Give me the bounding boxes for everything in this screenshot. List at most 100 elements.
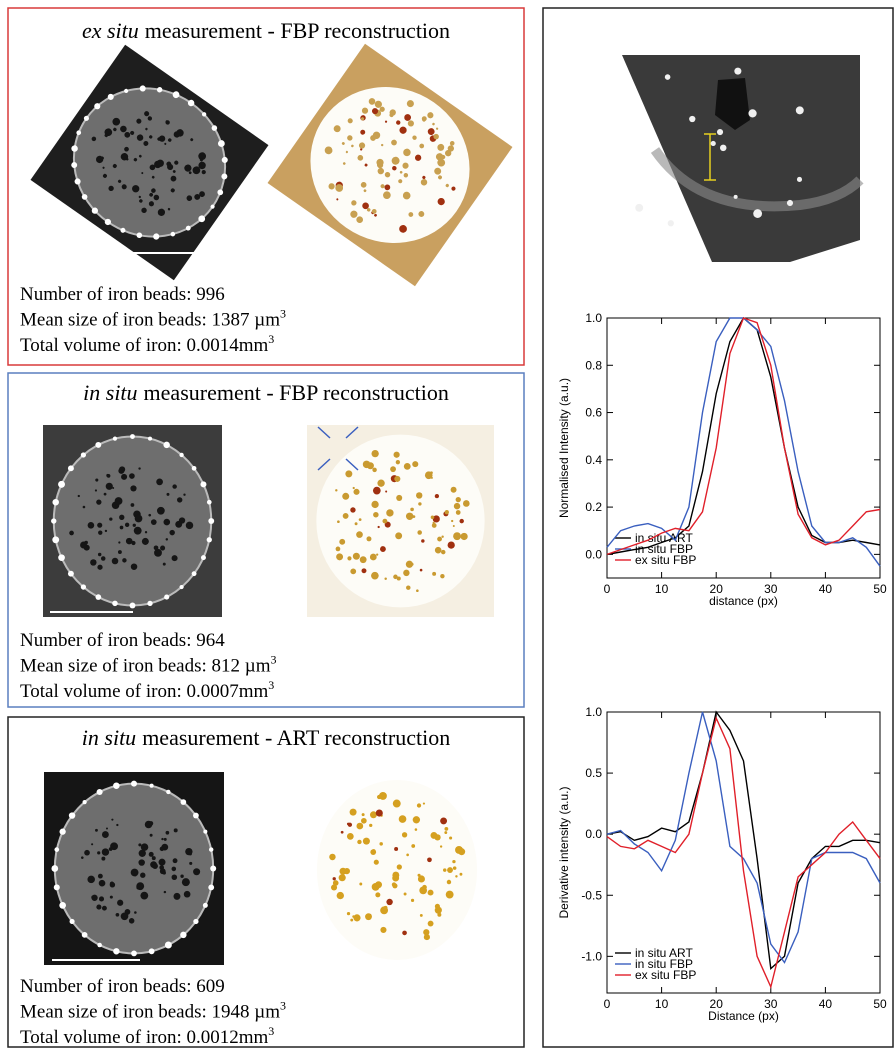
pore [99, 896, 104, 901]
bead [711, 141, 716, 146]
stat-text: Number of iron beads: 609 [20, 976, 225, 997]
pore [122, 558, 126, 562]
pore [193, 868, 200, 875]
pore [363, 461, 370, 468]
data-line [607, 318, 880, 566]
pore [118, 550, 122, 554]
x-tick-label: 40 [819, 997, 833, 1011]
stat-text: Total volume of iron: 0.0007mm [20, 681, 269, 702]
pore [343, 513, 349, 519]
pore [353, 487, 355, 489]
pore [163, 563, 166, 566]
bead [787, 200, 793, 206]
pore [112, 558, 119, 565]
bead [797, 177, 802, 182]
pore [441, 536, 443, 538]
bead [82, 932, 88, 938]
pore [396, 460, 400, 464]
pore [392, 882, 396, 886]
pore [164, 891, 166, 893]
y-tick-label: 0.0 [585, 547, 602, 561]
pore [164, 838, 167, 841]
pore [139, 850, 146, 857]
pore [362, 813, 365, 816]
title-italic: in situ [83, 380, 137, 405]
stat-line: Number of iron beads: 609 [20, 976, 225, 997]
pore [359, 518, 362, 521]
pore [373, 512, 378, 517]
stat-text: Mean size of iron beads: 812 µm [20, 656, 271, 677]
bead [179, 453, 183, 457]
pore [342, 493, 349, 500]
pore [109, 847, 113, 851]
pore [357, 840, 361, 844]
pore [460, 873, 463, 876]
bead [96, 594, 102, 600]
pore [119, 466, 125, 472]
bead [54, 847, 59, 852]
pore [444, 827, 448, 831]
pore [406, 585, 410, 589]
x-tick-label: 40 [819, 582, 833, 596]
pore [370, 554, 377, 561]
pore [451, 487, 457, 493]
pore [88, 522, 95, 529]
bead [208, 518, 214, 524]
pore [157, 507, 165, 515]
bead [113, 782, 120, 789]
pore [376, 554, 378, 556]
pore [84, 541, 88, 545]
pore [421, 539, 424, 542]
pore [126, 539, 130, 543]
stat-text: Mean size of iron beads: 1948 µm [20, 1002, 280, 1023]
pore [160, 546, 165, 551]
pore [347, 556, 351, 560]
pore [91, 843, 93, 845]
bead [130, 434, 135, 439]
pore [336, 547, 341, 552]
pore [102, 831, 109, 838]
pore [138, 843, 141, 846]
figure: ex situmeasurement - FBP reconstruction N… [0, 0, 896, 1050]
pore [95, 829, 98, 832]
pore [95, 489, 97, 491]
pore [185, 848, 192, 855]
pore [444, 831, 447, 834]
data-line [607, 318, 880, 554]
pore [361, 818, 367, 824]
pore [331, 884, 337, 890]
pore [437, 537, 442, 542]
pore [106, 827, 108, 829]
bead [180, 932, 186, 938]
pore [399, 815, 407, 823]
stat-sup: 3 [280, 307, 286, 321]
pore [394, 847, 398, 851]
stat-line: Mean size of iron beads: 1948 µm3 [20, 999, 286, 1023]
render-image [308, 770, 486, 970]
legend-label: ex situ FBP [635, 968, 696, 982]
pore [341, 831, 344, 834]
bead [95, 442, 101, 448]
stat-line: Number of iron beads: 964 [20, 630, 225, 651]
pore [97, 851, 100, 854]
pore [372, 468, 376, 472]
pore [102, 906, 107, 911]
pore [380, 927, 386, 933]
x-tick-label: 10 [655, 582, 669, 596]
pore [87, 876, 95, 884]
pore [456, 510, 461, 515]
sample [280, 56, 500, 274]
y-tick-label: 0.0 [585, 827, 602, 841]
bead [203, 830, 207, 834]
pore [371, 450, 378, 457]
stat-line: Total volume of iron: 0.0014mm3 [20, 332, 274, 356]
pore [125, 523, 129, 527]
pore [445, 510, 449, 514]
bead [69, 812, 75, 818]
pore [378, 526, 380, 528]
pore [402, 832, 407, 837]
pore [347, 823, 350, 826]
pore [140, 892, 148, 900]
pore [369, 824, 372, 827]
